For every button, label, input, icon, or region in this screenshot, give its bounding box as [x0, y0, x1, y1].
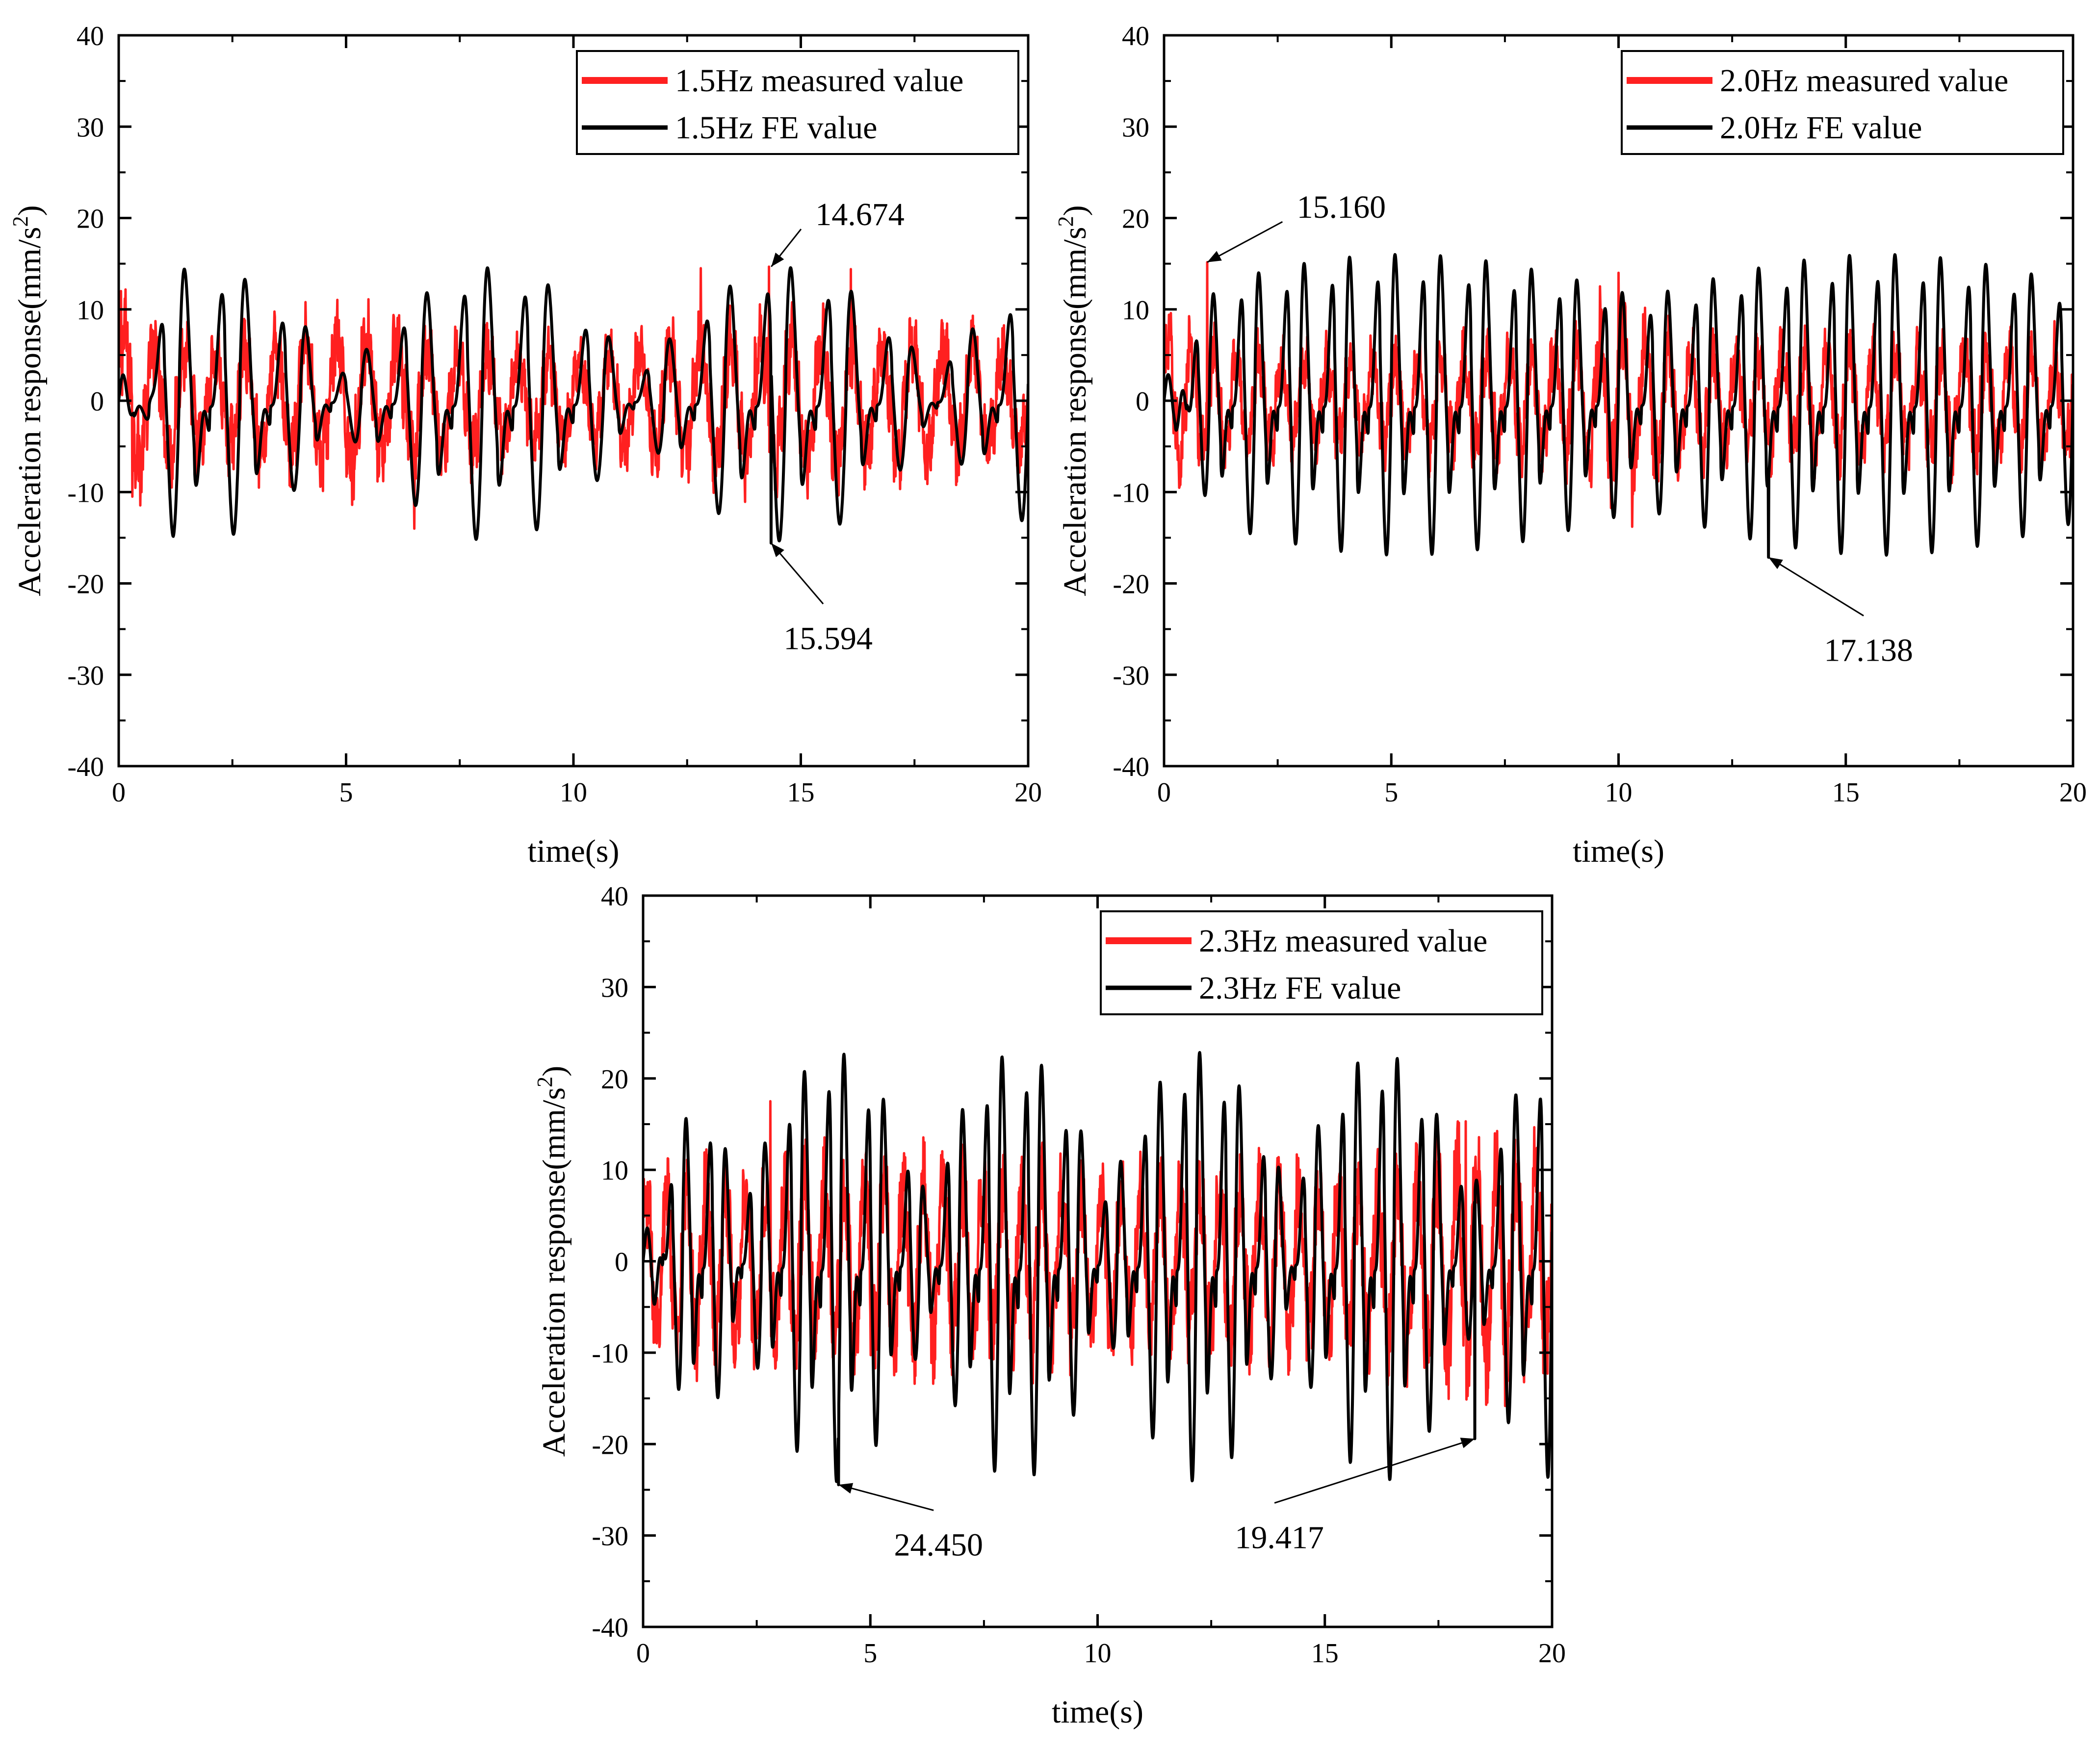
legend-box — [576, 50, 1019, 155]
annotation-arrowhead — [838, 1483, 854, 1494]
legend-label: 2.0Hz FE value — [1720, 110, 1922, 146]
annotation-leader-line — [838, 1484, 934, 1511]
x-tick-label: 0 — [1157, 777, 1171, 808]
x-tick-label: 5 — [1384, 777, 1398, 808]
annotation-arrowhead — [1460, 1438, 1475, 1448]
legend-label: 1.5Hz FE value — [675, 110, 877, 146]
legend-label: 2.3Hz measured value — [1199, 923, 1487, 959]
y-tick-label: 30 — [601, 973, 628, 1003]
annotation-arrowhead — [1207, 251, 1222, 262]
x-axis-title: time(s) — [1052, 1694, 1143, 1730]
plot-area — [1164, 253, 2073, 559]
y-tick-label: 30 — [1122, 112, 1149, 143]
annotation-leader-line — [1274, 1438, 1475, 1504]
series-line-fe — [643, 1051, 1552, 1487]
y-tick-label: 40 — [1122, 21, 1149, 52]
y-tick-label: 10 — [1122, 295, 1149, 326]
x-tick-label: 15 — [787, 777, 815, 808]
x-tick-label: 5 — [339, 777, 353, 808]
y-tick-label: 20 — [1122, 204, 1149, 234]
y-tick-label: -30 — [592, 1521, 628, 1552]
y-tick-label: -40 — [1113, 752, 1149, 782]
y-tick-label: -40 — [67, 752, 104, 782]
annotation-arrowhead — [1768, 557, 1783, 569]
annotation-label: 15.594 — [783, 620, 873, 656]
chart-panel-1: 0 5 10 15 20 -40 -30 -20 -10 0 10 20 30 40 time(s) Acce… — [8, 21, 1042, 869]
y-axis-title-close: ) — [536, 1066, 572, 1077]
legend: 2.0Hz measured value 2.0Hz FE value — [1621, 50, 2064, 155]
x-tick-label: 10 — [560, 777, 587, 808]
x-tick-label: 0 — [112, 777, 126, 808]
legend-label: 2.3Hz FE value — [1199, 970, 1401, 1006]
y-tick-label: 20 — [77, 204, 104, 234]
y-tick-label: -10 — [592, 1339, 628, 1369]
y-tick-label: 10 — [601, 1156, 628, 1186]
y-tick-label: 30 — [77, 112, 104, 143]
annotation-leader-line — [1207, 221, 1283, 263]
y-axis-title-close: ) — [1057, 205, 1093, 216]
y-axis-title-main: Acceleration response(mm/s — [536, 1087, 572, 1457]
y-axis-title: Acceleration response(mm/s2) — [533, 1066, 572, 1457]
y-tick-label: -20 — [67, 569, 104, 600]
x-tick-label: 15 — [1832, 777, 1860, 808]
annotation-label: 15.160 — [1297, 189, 1386, 225]
y-tick-label: 0 — [1136, 386, 1149, 417]
legend-box — [1621, 50, 2064, 155]
y-tick-label: 10 — [77, 295, 104, 326]
annotation-label: 14.674 — [815, 197, 905, 232]
x-tick-label: 15 — [1311, 1638, 1339, 1669]
y-tick-label: -10 — [1113, 478, 1149, 508]
y-axis-title: Acceleration response(mm/s2) — [1054, 205, 1093, 596]
legend-label: 2.0Hz measured value — [1720, 63, 2008, 99]
x-tick-label: 5 — [863, 1638, 877, 1669]
chart-panel-2: 0 5 10 15 20 -40 -30 -20 -10 0 10 20 30 40 time(s) Acce… — [1054, 21, 2087, 869]
x-tick-label: 0 — [636, 1638, 650, 1669]
y-axis-title-close: ) — [12, 205, 48, 216]
y-tick-label: -20 — [1113, 569, 1149, 600]
y-tick-label: 40 — [77, 21, 104, 52]
x-axis-title: time(s) — [1573, 833, 1664, 869]
x-tick-label: 20 — [1538, 1638, 1566, 1669]
y-tick-label: -40 — [592, 1613, 628, 1643]
y-axis-title-main: Acceleration response(mm/s — [12, 227, 48, 596]
y-axis-title-main: Acceleration response(mm/s — [1057, 227, 1093, 596]
annotation-leader-line — [1768, 556, 1864, 617]
y-tick-label: 40 — [601, 881, 628, 912]
y-tick-label: 0 — [615, 1247, 628, 1278]
y-tick-label: -20 — [592, 1430, 628, 1460]
legend: 2.3Hz measured value 2.3Hz FE value — [1100, 910, 1543, 1015]
x-axis-title: time(s) — [528, 833, 620, 869]
x-tick-label: 20 — [2059, 777, 2087, 808]
annotation-label: 24.450 — [894, 1527, 983, 1563]
y-axis-title-superscript: 2 — [533, 1077, 557, 1087]
y-tick-label: -30 — [67, 661, 104, 691]
annotation-arrowhead — [771, 543, 784, 557]
legend-box — [1100, 910, 1543, 1015]
series-line-fe — [119, 266, 1028, 545]
x-tick-label: 10 — [1605, 777, 1633, 808]
x-tick-label: 10 — [1084, 1638, 1112, 1669]
y-tick-label: -30 — [1113, 661, 1149, 691]
series-line-fe — [1164, 253, 2073, 559]
y-tick-label: 20 — [601, 1064, 628, 1095]
legend-label: 1.5Hz measured value — [675, 63, 963, 99]
y-axis-title-superscript: 2 — [8, 216, 32, 227]
legend: 1.5Hz measured value 1.5Hz FE value — [576, 50, 1019, 155]
y-tick-label: -10 — [67, 478, 104, 508]
chart-panel-3: 0 5 10 15 20 -40 -30 -20 -10 0 10 20 30 40 time(s) Acce… — [533, 881, 1566, 1730]
y-axis-title: Acceleration response(mm/s2) — [8, 205, 48, 596]
plot-area — [119, 265, 1028, 545]
y-axis-title-superscript: 2 — [1054, 216, 1078, 227]
annotation-label: 17.138 — [1824, 632, 1913, 668]
annotation-arrowhead — [771, 252, 784, 267]
x-tick-label: 20 — [1014, 777, 1042, 808]
plot-area — [643, 1051, 1552, 1487]
annotation-label: 19.417 — [1235, 1519, 1324, 1555]
y-tick-label: 0 — [90, 386, 104, 417]
